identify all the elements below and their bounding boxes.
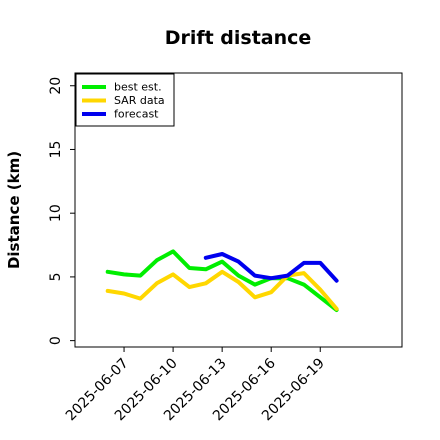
y-tick-label: 5: [48, 272, 64, 281]
y-tick-label: 0: [48, 336, 64, 345]
chart-title: Drift distance: [165, 27, 312, 49]
legend-label: forecast: [114, 108, 159, 121]
legend-label: SAR data: [114, 94, 165, 107]
y-tick-label: 10: [48, 204, 64, 222]
x-axis: 2025-06-072025-06-102025-06-132025-06-16…: [63, 347, 328, 424]
legend-label: best est.: [114, 81, 162, 94]
y-tick-label: 15: [48, 141, 64, 159]
series-line-best-est-: [105, 249, 339, 312]
plot-area-frame: [74, 72, 403, 348]
series-line-forecast: [203, 252, 339, 283]
series-layer: [105, 249, 339, 312]
y-axis-label: Distance (km): [5, 151, 23, 269]
y-axis: 0 5 10 15 20: [48, 77, 75, 345]
series-line-sar-data: [105, 269, 339, 311]
y-tick-label: 20: [48, 77, 64, 95]
